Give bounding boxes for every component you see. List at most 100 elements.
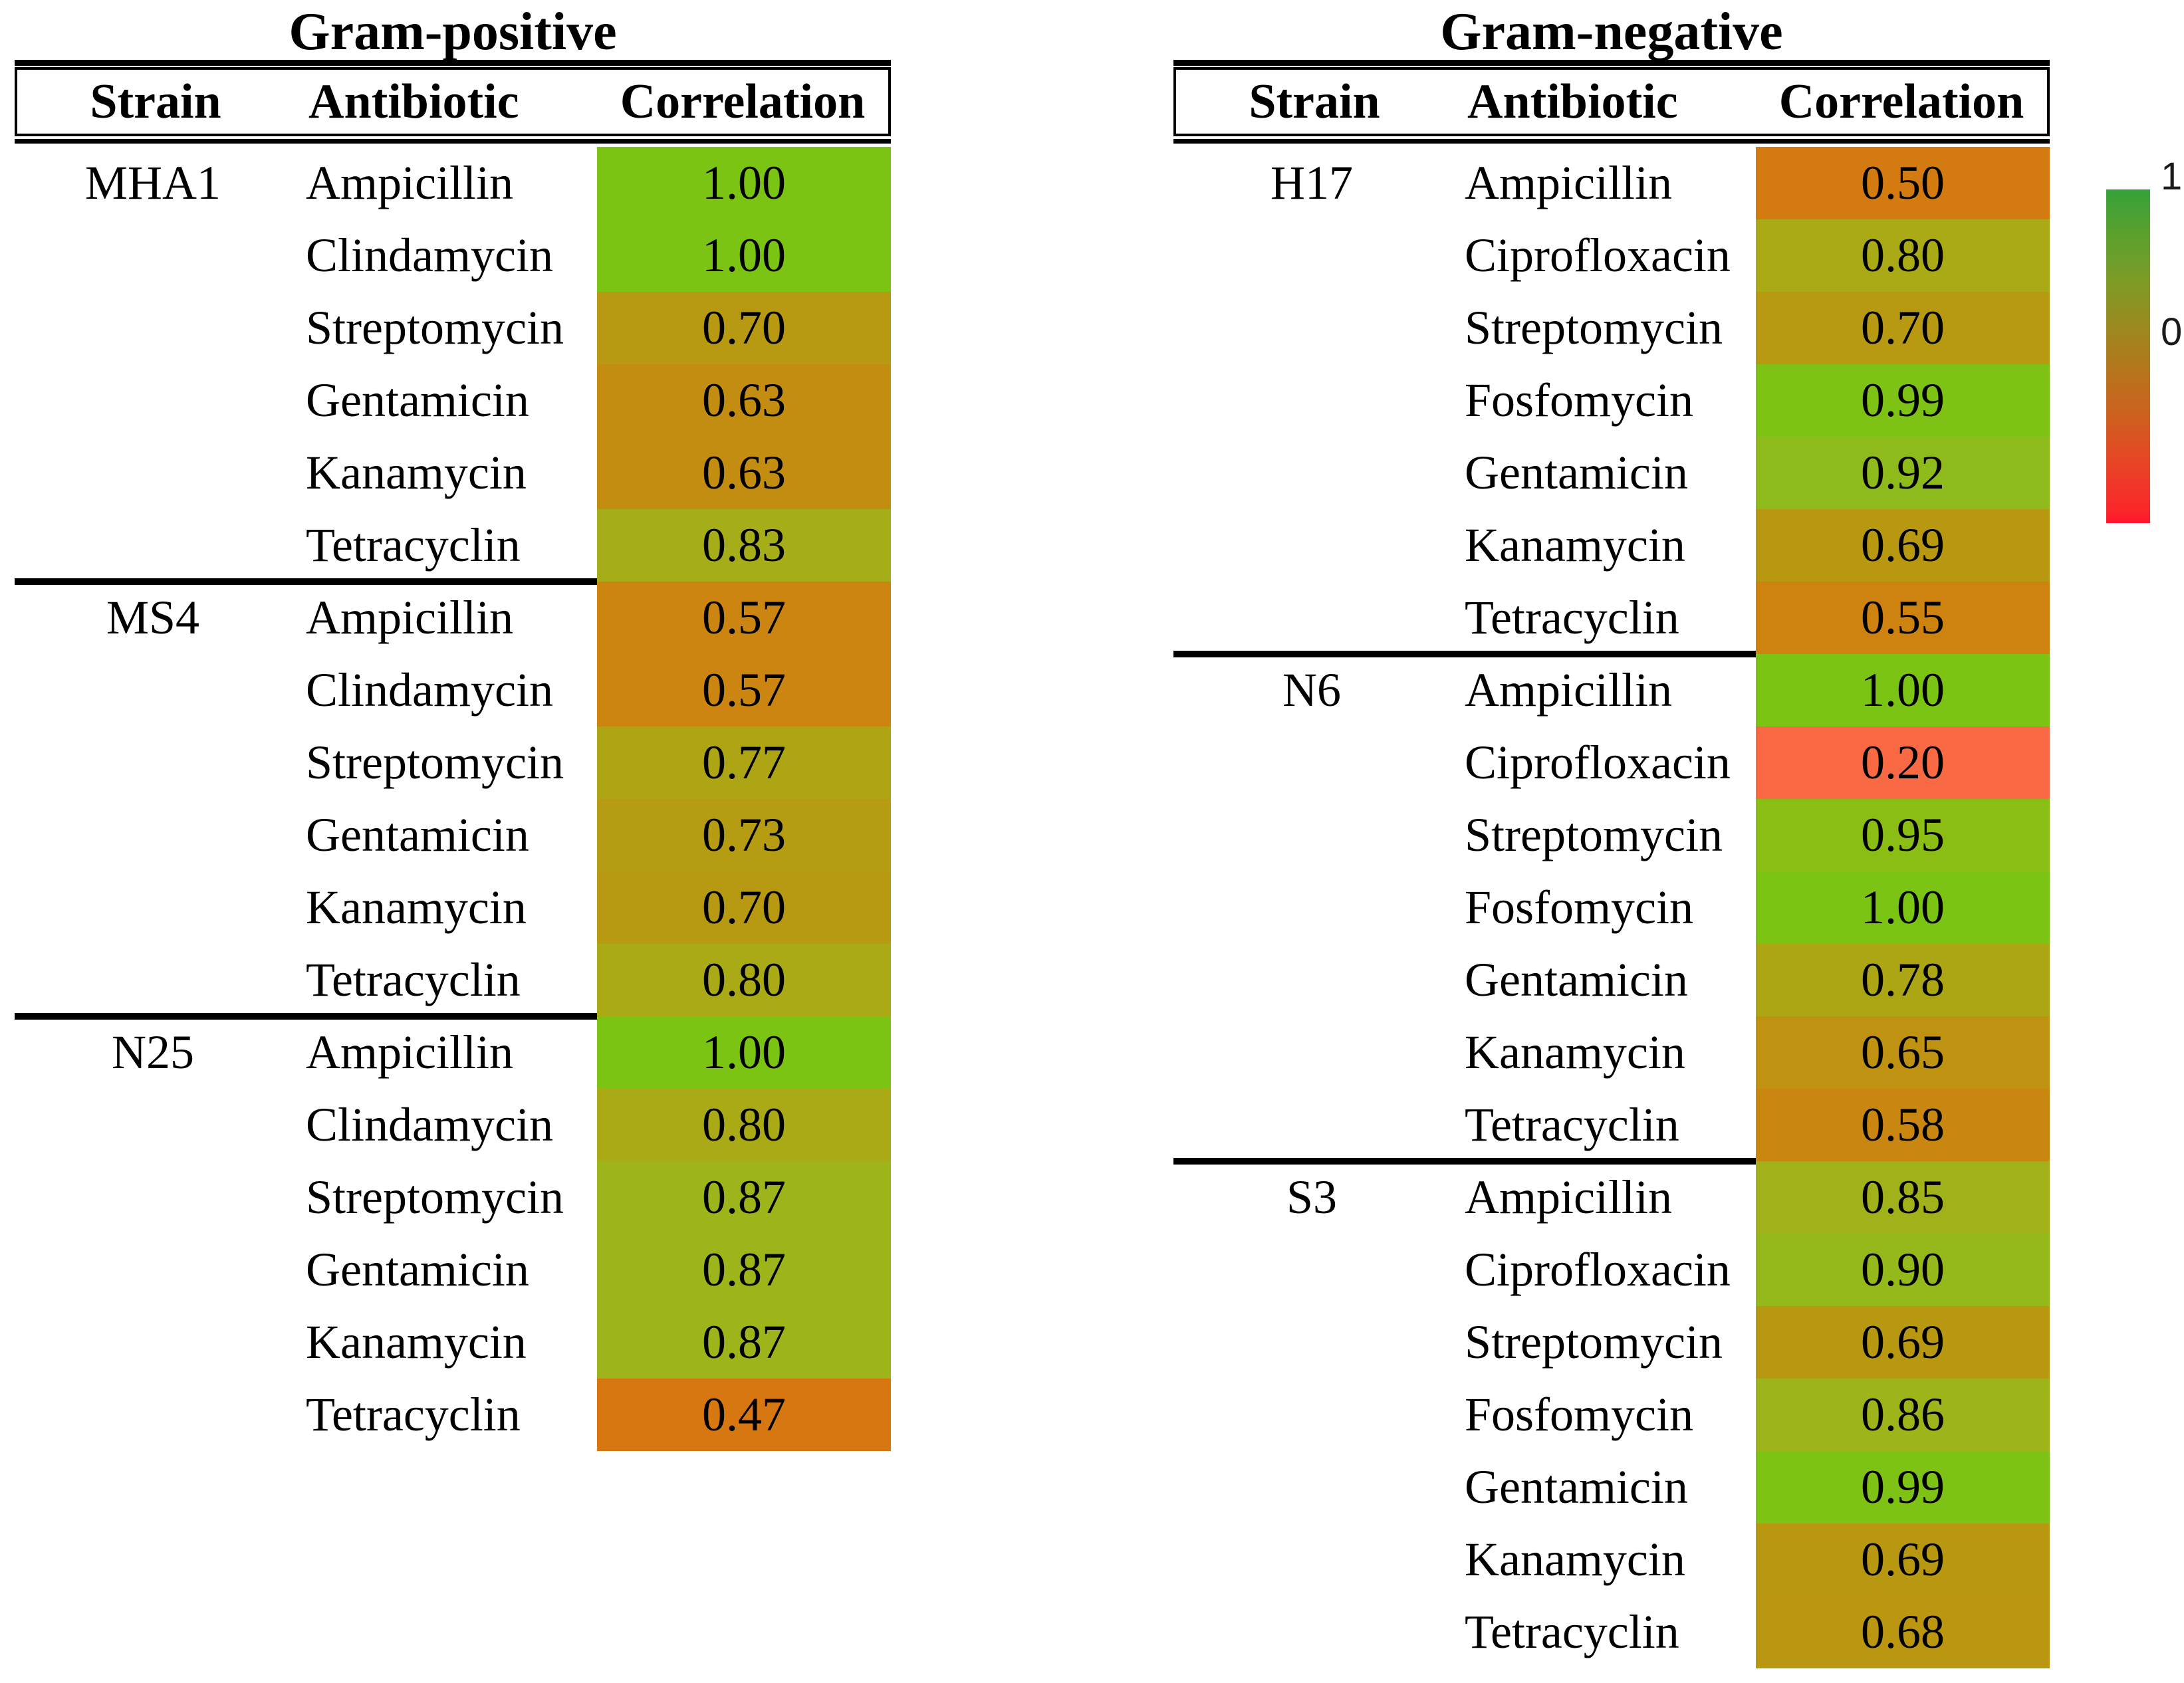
strain-cell [15,871,291,944]
strain-cell [15,1379,291,1451]
strain-cell [1173,582,1450,654]
table-row: Ciprofloxacin 0.80 [1173,219,2050,292]
strain-cell [1173,1523,1450,1596]
correlation-cell: 0.69 [1756,509,2050,582]
strain-cell [1173,799,1450,871]
table-title: Gram-positive [289,3,617,61]
table-row: S3 Ampicillin 0.85 [1173,1161,2050,1234]
table-row: Kanamycin 0.87 [15,1306,891,1379]
correlation-cell: 0.70 [597,871,891,944]
strain-cell [15,1089,291,1161]
table-row: Fosfomycin 0.99 [1173,364,2050,437]
antibiotic-cell: Clindamycin [306,229,553,282]
table-row: Streptomycin 0.70 [1173,292,2050,364]
strain-cell [1173,1379,1450,1451]
strain-cell [15,1234,291,1306]
antibiotic-cell: Gentamicin [306,808,529,861]
antibiotic-cell: Kanamycin [1465,1533,1685,1586]
table-row: Clindamycin 0.57 [15,654,891,727]
table-row: Streptomycin 0.95 [1173,799,2050,871]
table-row: Clindamycin 1.00 [15,219,891,292]
table-row: Ciprofloxacin 0.20 [1173,727,2050,799]
correlation-cell: 0.73 [597,799,891,871]
antibiotic-cell: Kanamycin [1465,518,1685,572]
strain-cell [15,292,291,364]
column-header-strain: Strain [1249,74,1380,129]
table-gram-negative: Gram-negative Strain Antibiotic Correlat… [1173,0,2050,1668]
legend-zero-label: 0 [2161,310,2183,354]
strain-cell [15,219,291,292]
antibiotic-cell: Ampicillin [306,1026,513,1079]
strain-cell [1173,1234,1450,1306]
table-row: Streptomycin 0.69 [1173,1306,2050,1379]
correlation-cell: 0.70 [597,292,891,364]
antibiotic-cell: Kanamycin [306,1315,527,1369]
table-row: Tetracyclin 0.68 [1173,1596,2050,1668]
correlation-cell: 0.87 [597,1306,891,1379]
antibiotic-cell: Kanamycin [306,881,527,934]
antibiotic-cell: Kanamycin [306,446,527,499]
correlation-cell: 1.00 [1756,654,2050,727]
strain-cell [1173,437,1450,509]
table-row: Gentamicin 0.73 [15,799,891,871]
table-row: Gentamicin 0.87 [15,1234,891,1306]
antibiotic-cell: Streptomycin [306,301,564,354]
strain-cell [1173,364,1450,437]
strain-cell [1173,944,1450,1016]
table-header-row: Strain Antibiotic Correlation [1173,67,2050,136]
antibiotic-cell: Gentamicin [306,374,529,427]
correlation-cell: 0.87 [597,1234,891,1306]
antibiotic-cell: Ciprofloxacin [1465,736,1731,789]
table-row: H17 Ampicillin 0.50 [1173,147,2050,219]
correlation-cell: 0.70 [1756,292,2050,364]
correlation-cell: 0.99 [1756,1451,2050,1523]
table-row: Kanamycin 0.69 [1173,509,2050,582]
strain-cell [15,944,291,1016]
strain-cell [15,1306,291,1379]
table-top-rule [15,60,891,66]
table-gram-positive: Gram-positive Strain Antibiotic Correlat… [15,0,891,1451]
table-top-rule [1173,60,2050,66]
antibiotic-cell: Tetracyclin [1465,1098,1679,1151]
antibiotic-cell: Fosfomycin [1465,374,1694,427]
table-row: Streptomycin 0.87 [15,1161,891,1234]
antibiotic-cell: Ciprofloxacin [1465,229,1731,282]
strain-cell [15,654,291,727]
correlation-cell: 0.86 [1756,1379,2050,1451]
strain-cell: MHA1 [84,156,221,209]
correlation-cell: 1.00 [1756,871,2050,944]
header-bottom-rule [1173,139,2050,144]
correlation-cell: 0.95 [1756,799,2050,871]
correlation-cell: 0.50 [1756,147,2050,219]
column-header-correlation: Correlation [1778,74,2024,129]
strain-cell [15,1161,291,1234]
antibiotic-cell: Tetracyclin [1465,1605,1679,1658]
antibiotic-cell: Tetracyclin [1465,591,1679,644]
table-row: Tetracyclin 0.58 [1173,1089,2050,1161]
correlation-cell: 0.58 [1756,1089,2050,1161]
strain-cell: N25 [112,1026,194,1079]
antibiotic-cell: Gentamicin [1465,1460,1688,1514]
correlation-cell: 0.57 [597,654,891,727]
table-row: MS4 Ampicillin 0.57 [15,582,891,654]
antibiotic-cell: Streptomycin [306,736,564,789]
antibiotic-cell: Streptomycin [306,1171,564,1224]
column-header-correlation: Correlation [620,74,866,129]
correlation-cell: 0.47 [597,1379,891,1451]
table-row: Gentamicin 0.63 [15,364,891,437]
table-row: Gentamicin 0.92 [1173,437,2050,509]
strain-group-n6: N6 Ampicillin 1.00 Ciprofloxacin 0.20 Strepto… [1173,651,2050,1161]
table-body: MHA1 Ampicillin 1.00 Clindamycin 1.00 Strepto… [15,147,891,1451]
antibiotic-cell: Fosfomycin [1465,881,1694,934]
table-row: Tetracyclin 0.55 [1173,582,2050,654]
strain-cell [1173,1016,1450,1089]
antibiotic-cell: Ampicillin [306,156,513,209]
antibiotic-cell: Gentamicin [306,1243,529,1296]
strain-cell [1173,1306,1450,1379]
antibiotic-cell: Streptomycin [1465,1315,1723,1369]
table-row: Tetracyclin 0.80 [15,944,891,1016]
header-bottom-rule [15,139,891,144]
antibiotic-cell: Tetracyclin [306,518,521,572]
antibiotic-cell: Streptomycin [1465,808,1723,861]
